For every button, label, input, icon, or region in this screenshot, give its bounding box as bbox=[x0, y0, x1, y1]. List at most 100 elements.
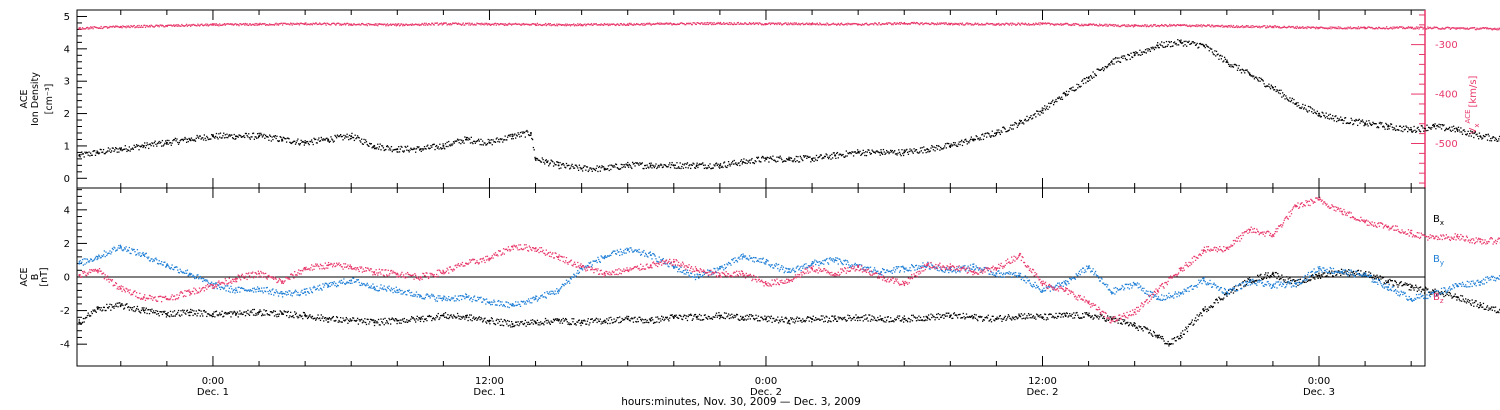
trace-dot bbox=[644, 24, 647, 26]
trace-dot bbox=[895, 23, 897, 25]
trace-dot bbox=[178, 141, 181, 144]
trace-dot bbox=[978, 23, 981, 26]
trace-dot bbox=[156, 142, 159, 145]
trace-dot bbox=[1219, 54, 1222, 56]
trace-dot bbox=[606, 23, 609, 25]
trace-dot bbox=[160, 24, 162, 26]
trace-dot bbox=[1096, 68, 1098, 70]
trace-dot bbox=[998, 129, 1000, 131]
trace-dot bbox=[854, 151, 856, 153]
trace-dot bbox=[791, 23, 793, 26]
trace-dot bbox=[864, 23, 866, 25]
trace-dot bbox=[300, 139, 302, 142]
trace-dot bbox=[1188, 25, 1190, 27]
trace-dot bbox=[164, 142, 166, 144]
trace-dot bbox=[973, 23, 976, 25]
trace-dot bbox=[1013, 23, 1015, 25]
trace-dot bbox=[1228, 65, 1231, 68]
trace-dot bbox=[1304, 27, 1306, 29]
trace-dot bbox=[1244, 26, 1246, 28]
trace-dot bbox=[543, 24, 545, 26]
trace-dot bbox=[559, 24, 561, 26]
trace-dot bbox=[115, 305, 118, 307]
trace-dot bbox=[736, 22, 739, 24]
trace-dot bbox=[515, 22, 517, 25]
trace-dot bbox=[1038, 22, 1040, 24]
trace-dot bbox=[552, 24, 555, 26]
trace-dot bbox=[218, 25, 220, 27]
trace-dot bbox=[376, 23, 378, 25]
trace-dot bbox=[716, 23, 718, 25]
trace-dot bbox=[915, 21, 918, 24]
trace-dot bbox=[1269, 25, 1271, 27]
trace-dot bbox=[206, 137, 209, 139]
trace-dot bbox=[1169, 41, 1171, 44]
trace-dot bbox=[1179, 40, 1181, 42]
trace-dot bbox=[1042, 112, 1044, 114]
trace-dot bbox=[894, 23, 897, 25]
trace-dot bbox=[524, 136, 526, 138]
trace-dot bbox=[530, 24, 532, 26]
trace-dot bbox=[1213, 25, 1215, 27]
trace-dot bbox=[1302, 108, 1305, 110]
trace-dot bbox=[980, 24, 982, 26]
trace-dot bbox=[191, 309, 193, 311]
trace-dot bbox=[810, 23, 812, 25]
trace-dot bbox=[252, 23, 255, 26]
trace-dot bbox=[573, 167, 575, 169]
trace-dot bbox=[1158, 25, 1160, 28]
trace-dot bbox=[341, 23, 343, 25]
trace-dot bbox=[482, 23, 485, 25]
trace-dot bbox=[927, 149, 930, 151]
trace-dot bbox=[1093, 76, 1095, 78]
trace-dot bbox=[856, 152, 858, 154]
trace-dot bbox=[1264, 25, 1266, 27]
trace-dot bbox=[813, 160, 815, 162]
trace-dot bbox=[757, 23, 760, 26]
trace-dot bbox=[1175, 42, 1177, 45]
trace-dot bbox=[470, 136, 472, 139]
trace-dot bbox=[1048, 102, 1050, 104]
trace-dot bbox=[1325, 27, 1327, 30]
trace-dot bbox=[1465, 28, 1468, 30]
trace-dot bbox=[1352, 27, 1354, 30]
trace-dot bbox=[690, 167, 692, 170]
trace-dot bbox=[450, 143, 452, 145]
trace-dot bbox=[1094, 24, 1097, 26]
trace-dot bbox=[1433, 26, 1435, 28]
trace-dot bbox=[155, 309, 157, 312]
trace-dot bbox=[265, 134, 267, 137]
trace-dot bbox=[831, 23, 834, 25]
trace-dot bbox=[1366, 123, 1368, 125]
trace-dot bbox=[990, 136, 992, 138]
panel-frame bbox=[76, 9, 1426, 189]
trace-dot bbox=[168, 315, 170, 317]
trace-dot bbox=[715, 163, 717, 165]
trace-dot bbox=[645, 167, 647, 169]
trace-dot bbox=[1456, 27, 1458, 29]
trace-dot bbox=[883, 151, 885, 153]
trace-dot bbox=[973, 24, 975, 26]
trace-dot bbox=[827, 156, 829, 158]
trace-dot bbox=[1142, 51, 1144, 53]
trace-dot bbox=[622, 164, 624, 166]
trace-dot bbox=[1053, 24, 1056, 26]
trace-dot bbox=[342, 24, 344, 26]
trace-dot bbox=[1143, 25, 1145, 27]
trace-dot bbox=[664, 164, 666, 166]
trace-dot bbox=[414, 148, 416, 150]
trace-dot bbox=[1419, 131, 1422, 133]
trace-dot bbox=[102, 309, 104, 311]
trace-dot bbox=[777, 22, 780, 24]
trace-dot bbox=[751, 157, 753, 160]
trace-dot bbox=[919, 22, 922, 24]
trace-dot bbox=[496, 137, 498, 139]
trace-dot bbox=[1319, 116, 1322, 118]
trace-dot bbox=[456, 138, 459, 140]
trace-dot bbox=[1031, 23, 1033, 26]
trace-dot bbox=[750, 159, 752, 161]
trace-dot bbox=[858, 152, 860, 154]
trace-dot bbox=[1397, 128, 1399, 131]
trace-dot bbox=[700, 22, 702, 24]
trace-dot bbox=[779, 22, 781, 24]
